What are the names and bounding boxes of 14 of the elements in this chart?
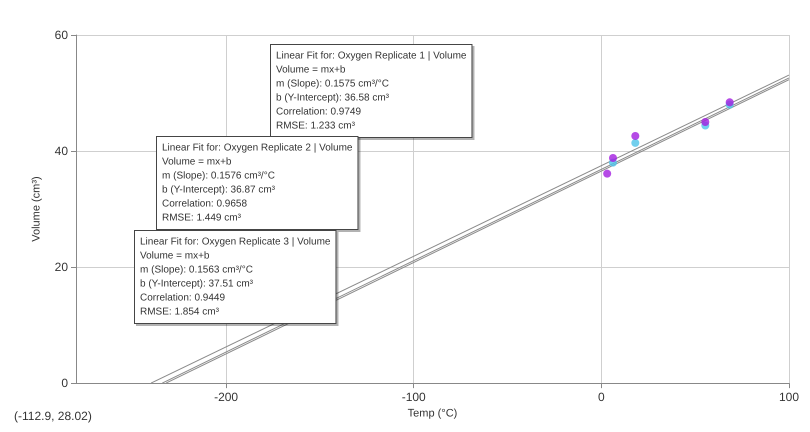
annotation: Linear Fit for: Oxygen Replicate 2 | Volume Volume = mx+b m (Slope): 0.1576 cm³/°C b (Y-Intercept): 36.87 cm³ Correlation: 0.9658 RMSE: 1.449 cm³ [162,142,353,224]
annotation: Linear Fit for: Oxygen Replicate 1 | Volume Volume = mx+b m (Slope): 0.1575 cm³/°C b (Y-Intercept): 36.58 cm³ Correlation: 0.9749 RMSE: 1.233 cm³ [276,50,467,132]
y-axis-title: Volume (cm³) [30,176,42,242]
x-tick-label: 100 [778,390,800,404]
y-tick-label: 40 [54,144,68,158]
annotation: Linear Fit for: Oxygen Replicate 3 | Volume Volume = mx+b m (Slope): 0.1563 cm³/°C b (Y-Intercept): 37.51 cm³ Correlation: 0.9449 RMSE: 1.854 cm³ [140,236,331,318]
y-tick-label: 60 [54,28,68,42]
x-tick-label: -200 [214,390,238,404]
x-tick-label: -100 [402,390,426,404]
y-tick-label: 0 [61,376,68,390]
x-tick-label: 0 [598,390,606,404]
y-tick-label: 20 [54,260,68,274]
x-axis-title: Temp (°C) [408,408,458,420]
text: (-112.9, 28.02) [14,409,92,423]
